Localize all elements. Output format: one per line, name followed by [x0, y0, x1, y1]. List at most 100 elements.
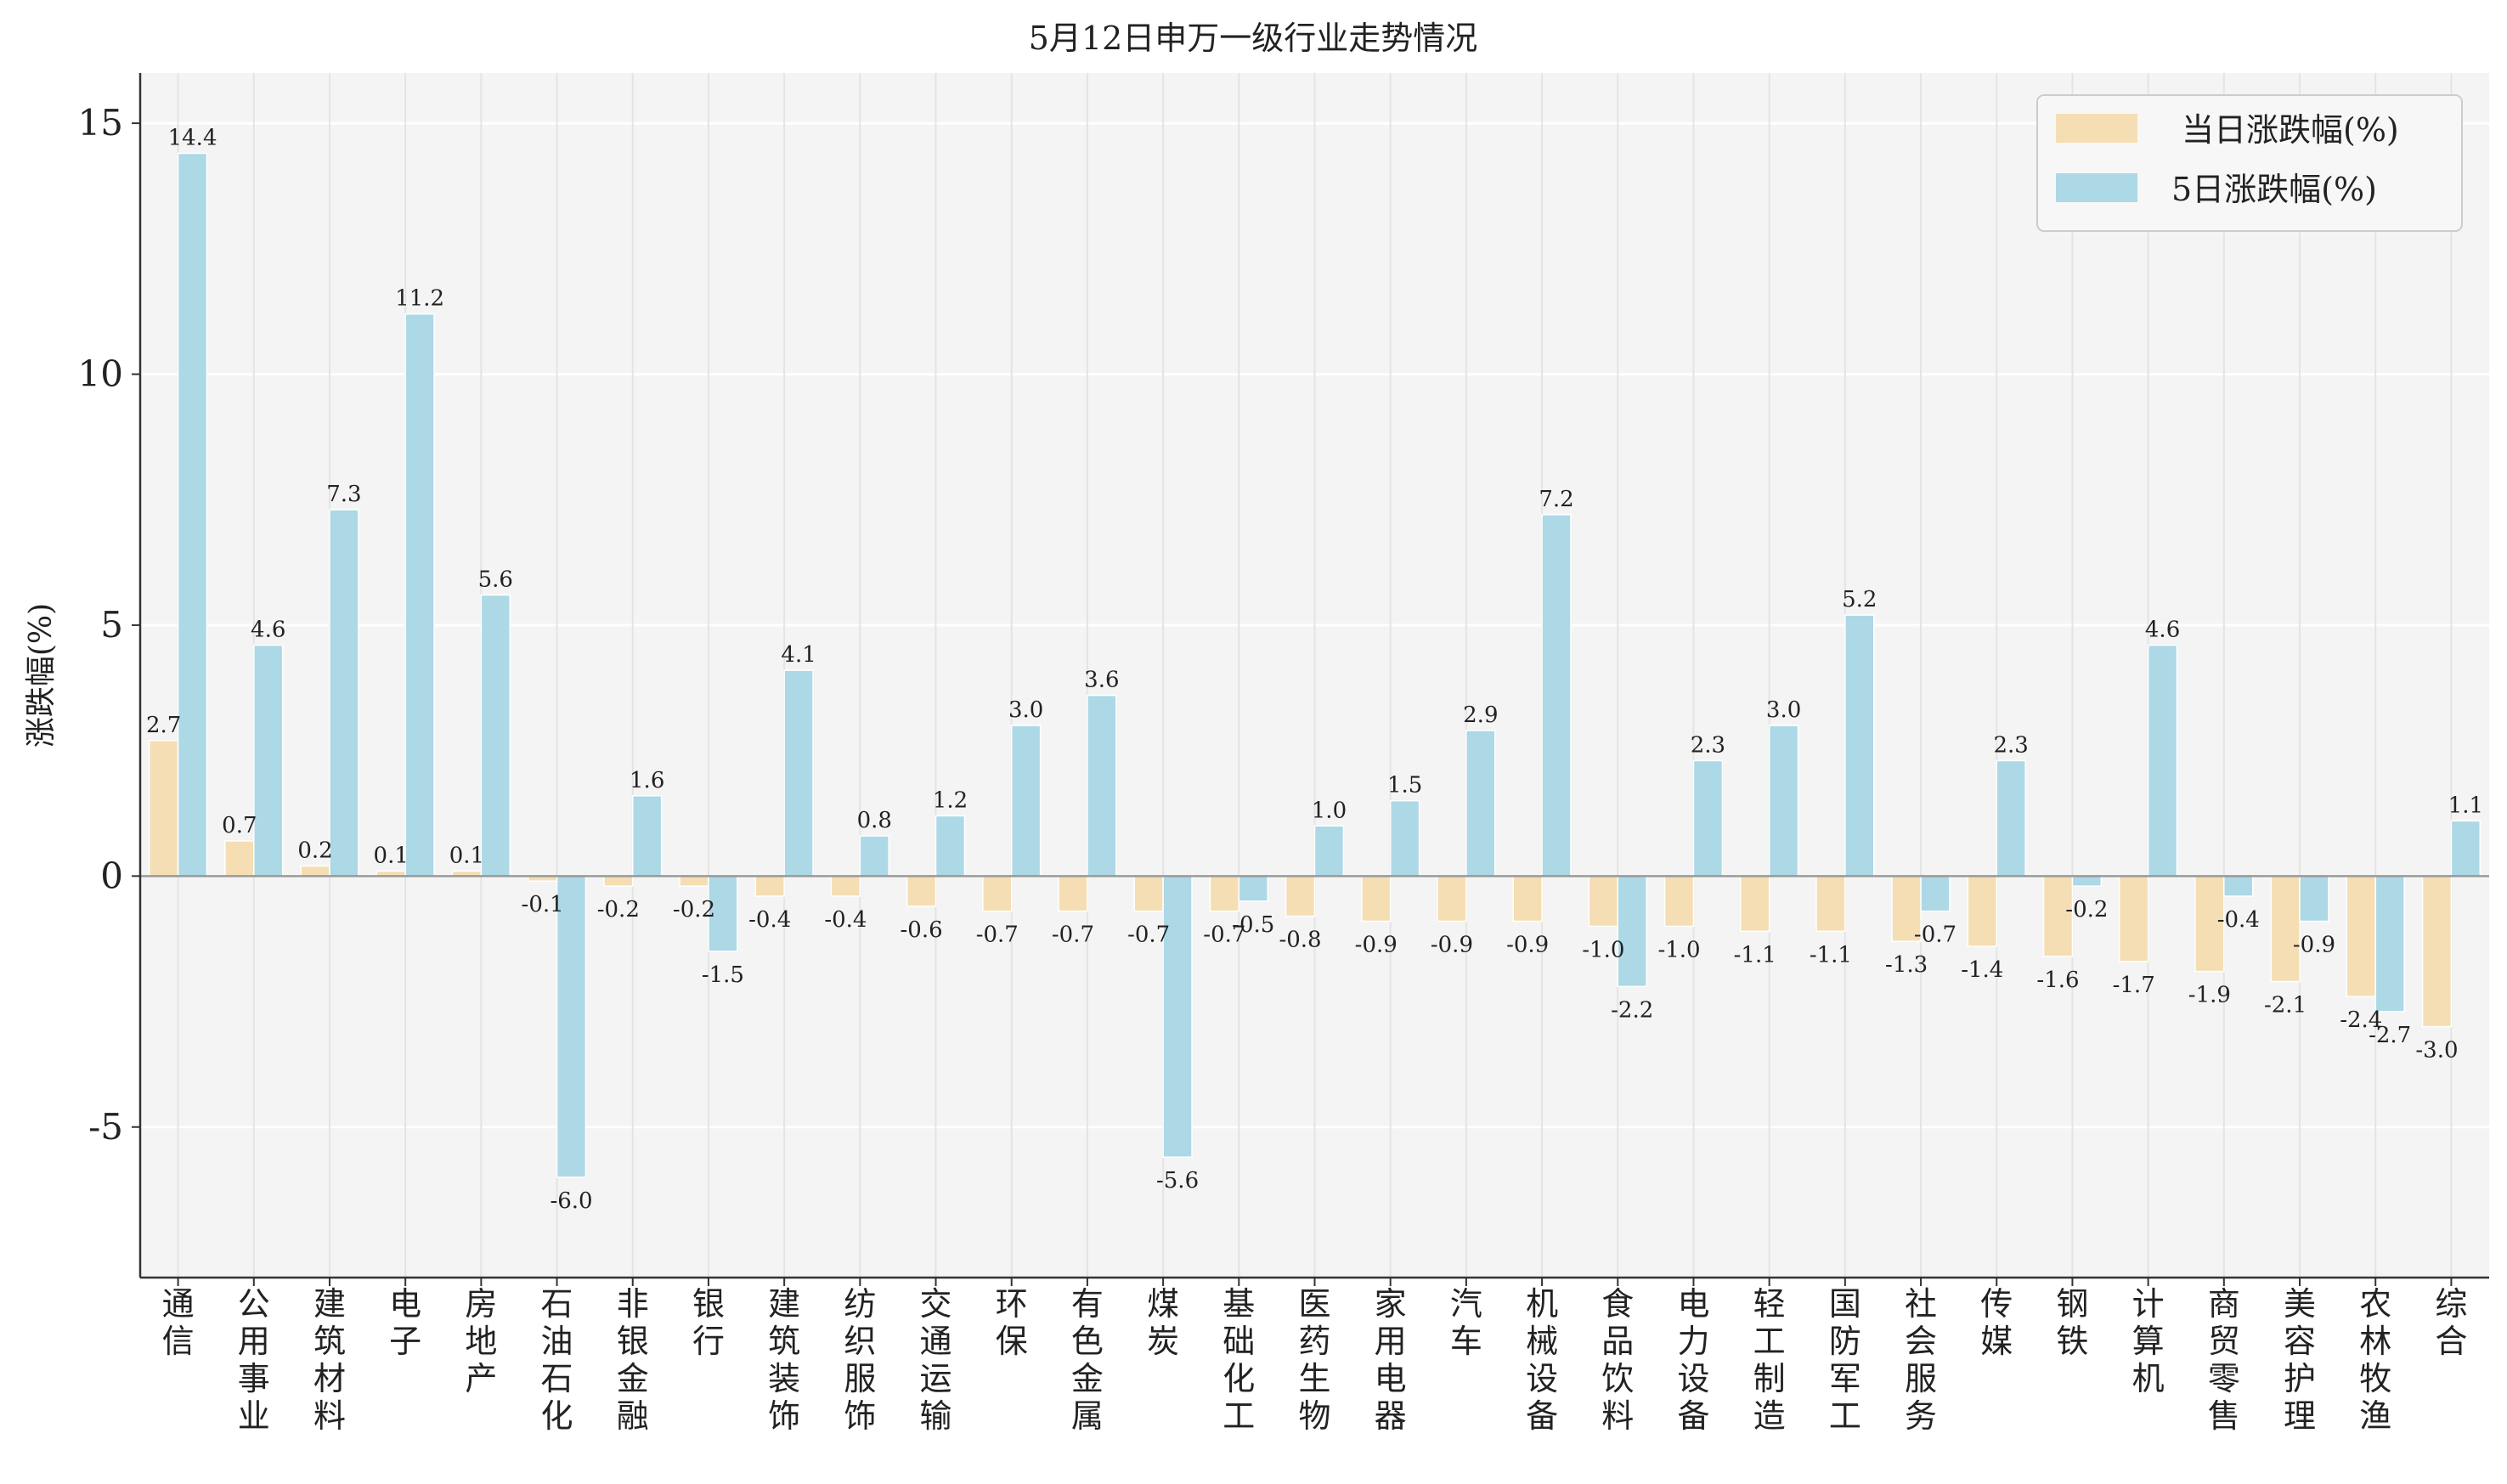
data-label-5day: 1.6: [630, 768, 664, 793]
data-label-5day: 4.6: [251, 618, 285, 643]
x-tick-label: 钢铁: [2056, 1285, 2088, 1360]
data-label-5day: -2.2: [1611, 997, 1653, 1023]
bar-daily: [830, 875, 861, 897]
data-label-5day: 5.6: [478, 567, 513, 592]
data-label-5day: -5.6: [1156, 1168, 1199, 1193]
x-tick-label: 传媒: [1980, 1285, 2013, 1360]
data-label-daily: -1.9: [2188, 983, 2231, 1008]
bar-daily: [1209, 875, 1240, 912]
bar-daily: [1133, 875, 1164, 912]
data-label-5day: -0.5: [1232, 912, 1274, 938]
bar-daily: [1588, 875, 1619, 928]
data-label-daily: -0.1: [522, 892, 564, 917]
data-label-daily: 0.1: [449, 843, 484, 868]
y-tick-label: -5: [88, 1106, 123, 1148]
data-label-daily: -1.0: [1582, 937, 1624, 962]
data-label-5day: 2.9: [1463, 703, 1498, 728]
legend-swatch-5day: [2056, 173, 2137, 202]
x-tick-label: 美容护理: [2284, 1285, 2316, 1435]
x-tick-label: 食品饮料: [1601, 1285, 1634, 1435]
bar-daily: [300, 865, 330, 877]
data-label-daily: -2.4: [2340, 1007, 2382, 1033]
bar-5day: [708, 875, 738, 952]
bar-daily: [1663, 875, 1695, 928]
x-tick-label: 房地产: [465, 1285, 497, 1397]
bar-daily: [1967, 875, 1997, 947]
data-label-5day: 4.6: [2145, 618, 2180, 643]
bar-daily: [1740, 875, 1770, 933]
x-tick-label: 交通运输: [920, 1285, 952, 1435]
bar-5day: [2147, 644, 2178, 877]
bar-5day: [2450, 820, 2482, 877]
legend-swatch-daily: [2056, 114, 2137, 143]
bar-5day: [177, 152, 208, 877]
data-label-daily: -0.9: [1506, 933, 1549, 958]
data-label-5day: -0.9: [2293, 933, 2335, 958]
bar-5day: [480, 594, 511, 877]
bar-daily: [1058, 875, 1088, 912]
y-tick-label: 0: [100, 855, 123, 896]
y-ticks-layer: 15 10 5 0 -5: [78, 102, 140, 1148]
bar-daily: [2118, 875, 2149, 962]
bar-5day: [1162, 875, 1193, 1158]
bar-5day: [1692, 759, 1724, 877]
data-label-daily: -2.1: [2264, 992, 2307, 1018]
bar-daily: [1285, 875, 1316, 917]
bar-5day: [1768, 725, 1799, 877]
y-tick-label: 15: [78, 102, 123, 144]
bar-5day: [1465, 730, 1496, 877]
data-label-5day: 3.0: [1766, 697, 1801, 723]
data-label-5day: -2.7: [2369, 1023, 2411, 1048]
bar-5day: [329, 509, 359, 877]
y-tick-label: 5: [100, 604, 123, 646]
data-label-daily: 2.7: [146, 713, 181, 738]
x-ticks-layer: 通信 公用事业 建筑材料 电子 房地产 石油石化 非银金融 银行 建筑装饰 纺织服饰 交通运输 环保有…: [162, 1278, 2467, 1435]
x-tick-label: 纺织服饰: [844, 1285, 876, 1435]
bar-5day: [632, 795, 663, 877]
bar-daily: [754, 875, 785, 897]
bar-daily: [1437, 875, 1467, 923]
bar-5day: [1617, 875, 1647, 988]
bar-5day: [1238, 875, 1268, 902]
legend: 当日涨跌幅(%) 5日涨跌幅(%): [2036, 94, 2463, 232]
data-label-5day: 1.2: [933, 787, 968, 813]
bar-daily: [1815, 875, 1846, 933]
x-tick-label: 社会服务: [1905, 1285, 1937, 1435]
data-label-5day: -0.2: [2065, 897, 2108, 923]
x-tick-label: 国防军工: [1829, 1285, 1861, 1435]
bar-daily: [224, 840, 255, 877]
data-label-daily: -1.1: [1734, 942, 1776, 968]
bar-daily: [2194, 875, 2225, 973]
x-tick-label: 综合: [2435, 1285, 2467, 1360]
bar-daily: [906, 875, 937, 907]
data-label-daily: -0.6: [901, 917, 943, 943]
bars-layer: [148, 152, 2482, 1178]
data-label-daily: 0.2: [297, 838, 332, 864]
data-label-5day: 3.0: [1008, 697, 1043, 723]
bar-5day: [1010, 725, 1042, 877]
data-label-5day: 2.3: [1994, 732, 2029, 758]
bar-daily: [982, 875, 1013, 912]
x-tick-label: 电子: [389, 1285, 421, 1360]
data-label-5day: 0.8: [857, 808, 892, 833]
data-label-daily: -0.7: [976, 923, 1019, 948]
bar-5day: [1844, 614, 1875, 877]
bar-daily: [2270, 875, 2301, 983]
data-label-daily: -1.0: [1657, 937, 1700, 962]
x-tick-label: 计算机: [2132, 1285, 2165, 1397]
x-tick-label: 电力设备: [1677, 1285, 1709, 1435]
bar-daily: [1361, 875, 1392, 923]
bar-daily: [603, 875, 634, 887]
data-label-5day: -0.7: [1914, 923, 1956, 948]
x-tick-label: 基础化工: [1222, 1285, 1255, 1435]
bar-5day: [934, 815, 966, 877]
x-tick-label: 通信: [162, 1285, 195, 1360]
legend-box: [2036, 94, 2463, 232]
x-tick-label: 商贸零售: [2208, 1285, 2240, 1435]
x-tick-label: 银行: [692, 1285, 725, 1360]
x-tick-label: 建筑装饰: [768, 1285, 800, 1435]
data-label-5day: -0.4: [2217, 907, 2260, 933]
data-label-daily: -1.1: [1810, 942, 1852, 968]
chart-title: 5月12日申万一级行业走势情况: [1029, 20, 1478, 57]
data-label-5day: 14.4: [168, 126, 217, 151]
